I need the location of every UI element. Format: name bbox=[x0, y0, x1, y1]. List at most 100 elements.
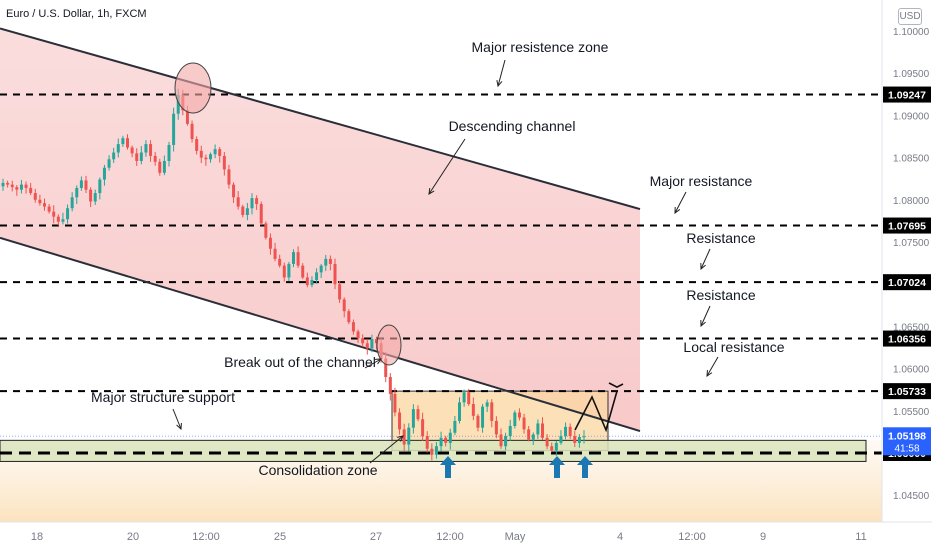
candle-bull bbox=[102, 167, 106, 180]
label-descending-channel: Descending channel bbox=[449, 118, 576, 134]
time-tick-label: 18 bbox=[31, 531, 43, 543]
pointer-arrow bbox=[497, 59, 506, 87]
candle-bull bbox=[107, 159, 111, 168]
candle-bull bbox=[504, 436, 508, 447]
candle-bull bbox=[407, 427, 411, 445]
candle-bull bbox=[554, 442, 558, 451]
pointer-arrowhead bbox=[496, 80, 503, 88]
price-tick-label: 1.05500 bbox=[893, 407, 930, 418]
pointer-arrowhead bbox=[428, 187, 435, 195]
candle-bear bbox=[550, 446, 554, 451]
candle-bear bbox=[476, 415, 480, 428]
candle-bear bbox=[365, 343, 369, 349]
candle-bear bbox=[149, 144, 153, 156]
candle-bull bbox=[485, 402, 489, 407]
candle-bear bbox=[185, 110, 189, 124]
candle-bear bbox=[130, 147, 134, 154]
label-major-structure-support: Major structure support bbox=[91, 389, 235, 405]
pointer-arrowhead bbox=[700, 319, 706, 328]
candle-bear bbox=[255, 198, 259, 205]
candle-bull bbox=[61, 219, 65, 222]
time-tick-label: 11 bbox=[855, 531, 866, 543]
time-tick-label: May bbox=[505, 531, 526, 543]
up-arrow-icon bbox=[577, 456, 593, 478]
candle-bull bbox=[112, 152, 116, 160]
candle-bear bbox=[425, 436, 429, 449]
candle-bear bbox=[541, 423, 544, 438]
candle-bull bbox=[176, 95, 180, 114]
candle-bull bbox=[462, 392, 466, 403]
candle-bull bbox=[481, 406, 485, 428]
candle-bear bbox=[351, 322, 355, 332]
candle-bear bbox=[10, 184, 14, 188]
candle-bull bbox=[70, 197, 74, 209]
pointer-arrow bbox=[364, 358, 382, 369]
candle-bear bbox=[375, 339, 378, 344]
candle-bull bbox=[79, 180, 83, 188]
channel-lower-line bbox=[0, 236, 641, 433]
candle-bear bbox=[29, 187, 33, 194]
descending-channel-fill bbox=[0, 28, 640, 432]
candle-bull bbox=[319, 265, 323, 273]
candle-bear bbox=[416, 409, 420, 420]
candle-bull bbox=[310, 279, 314, 286]
candle-bear bbox=[218, 149, 222, 156]
candle-bear bbox=[273, 248, 277, 259]
time-tick-label: 12:00 bbox=[192, 531, 220, 543]
price-tag-label: 1.09247 bbox=[888, 90, 926, 102]
candle-bear bbox=[517, 412, 521, 418]
candle-bear bbox=[342, 299, 346, 312]
candle-bear bbox=[421, 419, 425, 437]
time-tick-label: 25 bbox=[274, 531, 286, 543]
candle-bear bbox=[15, 187, 19, 190]
time-tick-label: 9 bbox=[760, 531, 766, 543]
price-tag-label: 1.07024 bbox=[888, 277, 926, 289]
symbol-title: Euro / U.S. Dollar, 1h, FXCM bbox=[6, 8, 147, 20]
candle-bear bbox=[296, 252, 300, 266]
pointer-arrow bbox=[369, 435, 404, 464]
price-tick-label: 1.06000 bbox=[893, 365, 930, 376]
candle-bear bbox=[89, 189, 93, 202]
candle-bear bbox=[522, 417, 526, 430]
candle-bull bbox=[1, 182, 5, 187]
bar-countdown-label: 41:58 bbox=[894, 443, 919, 454]
candle-bear bbox=[268, 237, 272, 249]
candle-bull bbox=[250, 198, 254, 209]
time-axis-panel[interactable] bbox=[0, 522, 932, 550]
currency-badge[interactable]: USD bbox=[898, 8, 922, 25]
candle-bull bbox=[116, 144, 120, 153]
candle-bull bbox=[439, 437, 443, 447]
time-tick-label: 12:00 bbox=[678, 531, 706, 543]
candle-bear bbox=[490, 402, 494, 421]
candle-bear bbox=[545, 437, 549, 447]
candle-bear bbox=[573, 436, 577, 443]
candle-bull bbox=[209, 154, 212, 160]
candle-bear bbox=[361, 338, 365, 344]
candle-bear bbox=[43, 203, 46, 207]
candle-bear bbox=[282, 265, 286, 278]
candle-bear bbox=[494, 420, 498, 435]
candle-bear bbox=[471, 404, 475, 416]
time-tick-label: 12:00 bbox=[436, 531, 464, 543]
price-tag-label: 1.05733 bbox=[888, 386, 926, 398]
candle-bull bbox=[582, 436, 586, 438]
candle-bear bbox=[527, 429, 531, 440]
candle-bear bbox=[444, 437, 448, 443]
candle-bear bbox=[264, 223, 268, 238]
candle-bear bbox=[195, 139, 199, 151]
candle-bull bbox=[531, 434, 535, 440]
candle-bear bbox=[384, 358, 388, 378]
candle-bull bbox=[172, 113, 176, 145]
candle-bull bbox=[508, 425, 512, 437]
price-tag bbox=[883, 330, 931, 347]
time-axis-ticks: 18 20 12:00 25 27 12:00 May 4 12:00 9 11 bbox=[31, 531, 867, 543]
pointer-arrowhead bbox=[374, 358, 383, 365]
candle-bull bbox=[93, 193, 97, 202]
candle-bull bbox=[66, 208, 70, 220]
candle-bull bbox=[287, 263, 291, 278]
candle-bear bbox=[24, 184, 28, 188]
label-resistance-1: Resistance bbox=[686, 230, 755, 246]
candle-bull bbox=[448, 432, 452, 443]
candle-bear bbox=[222, 155, 226, 170]
